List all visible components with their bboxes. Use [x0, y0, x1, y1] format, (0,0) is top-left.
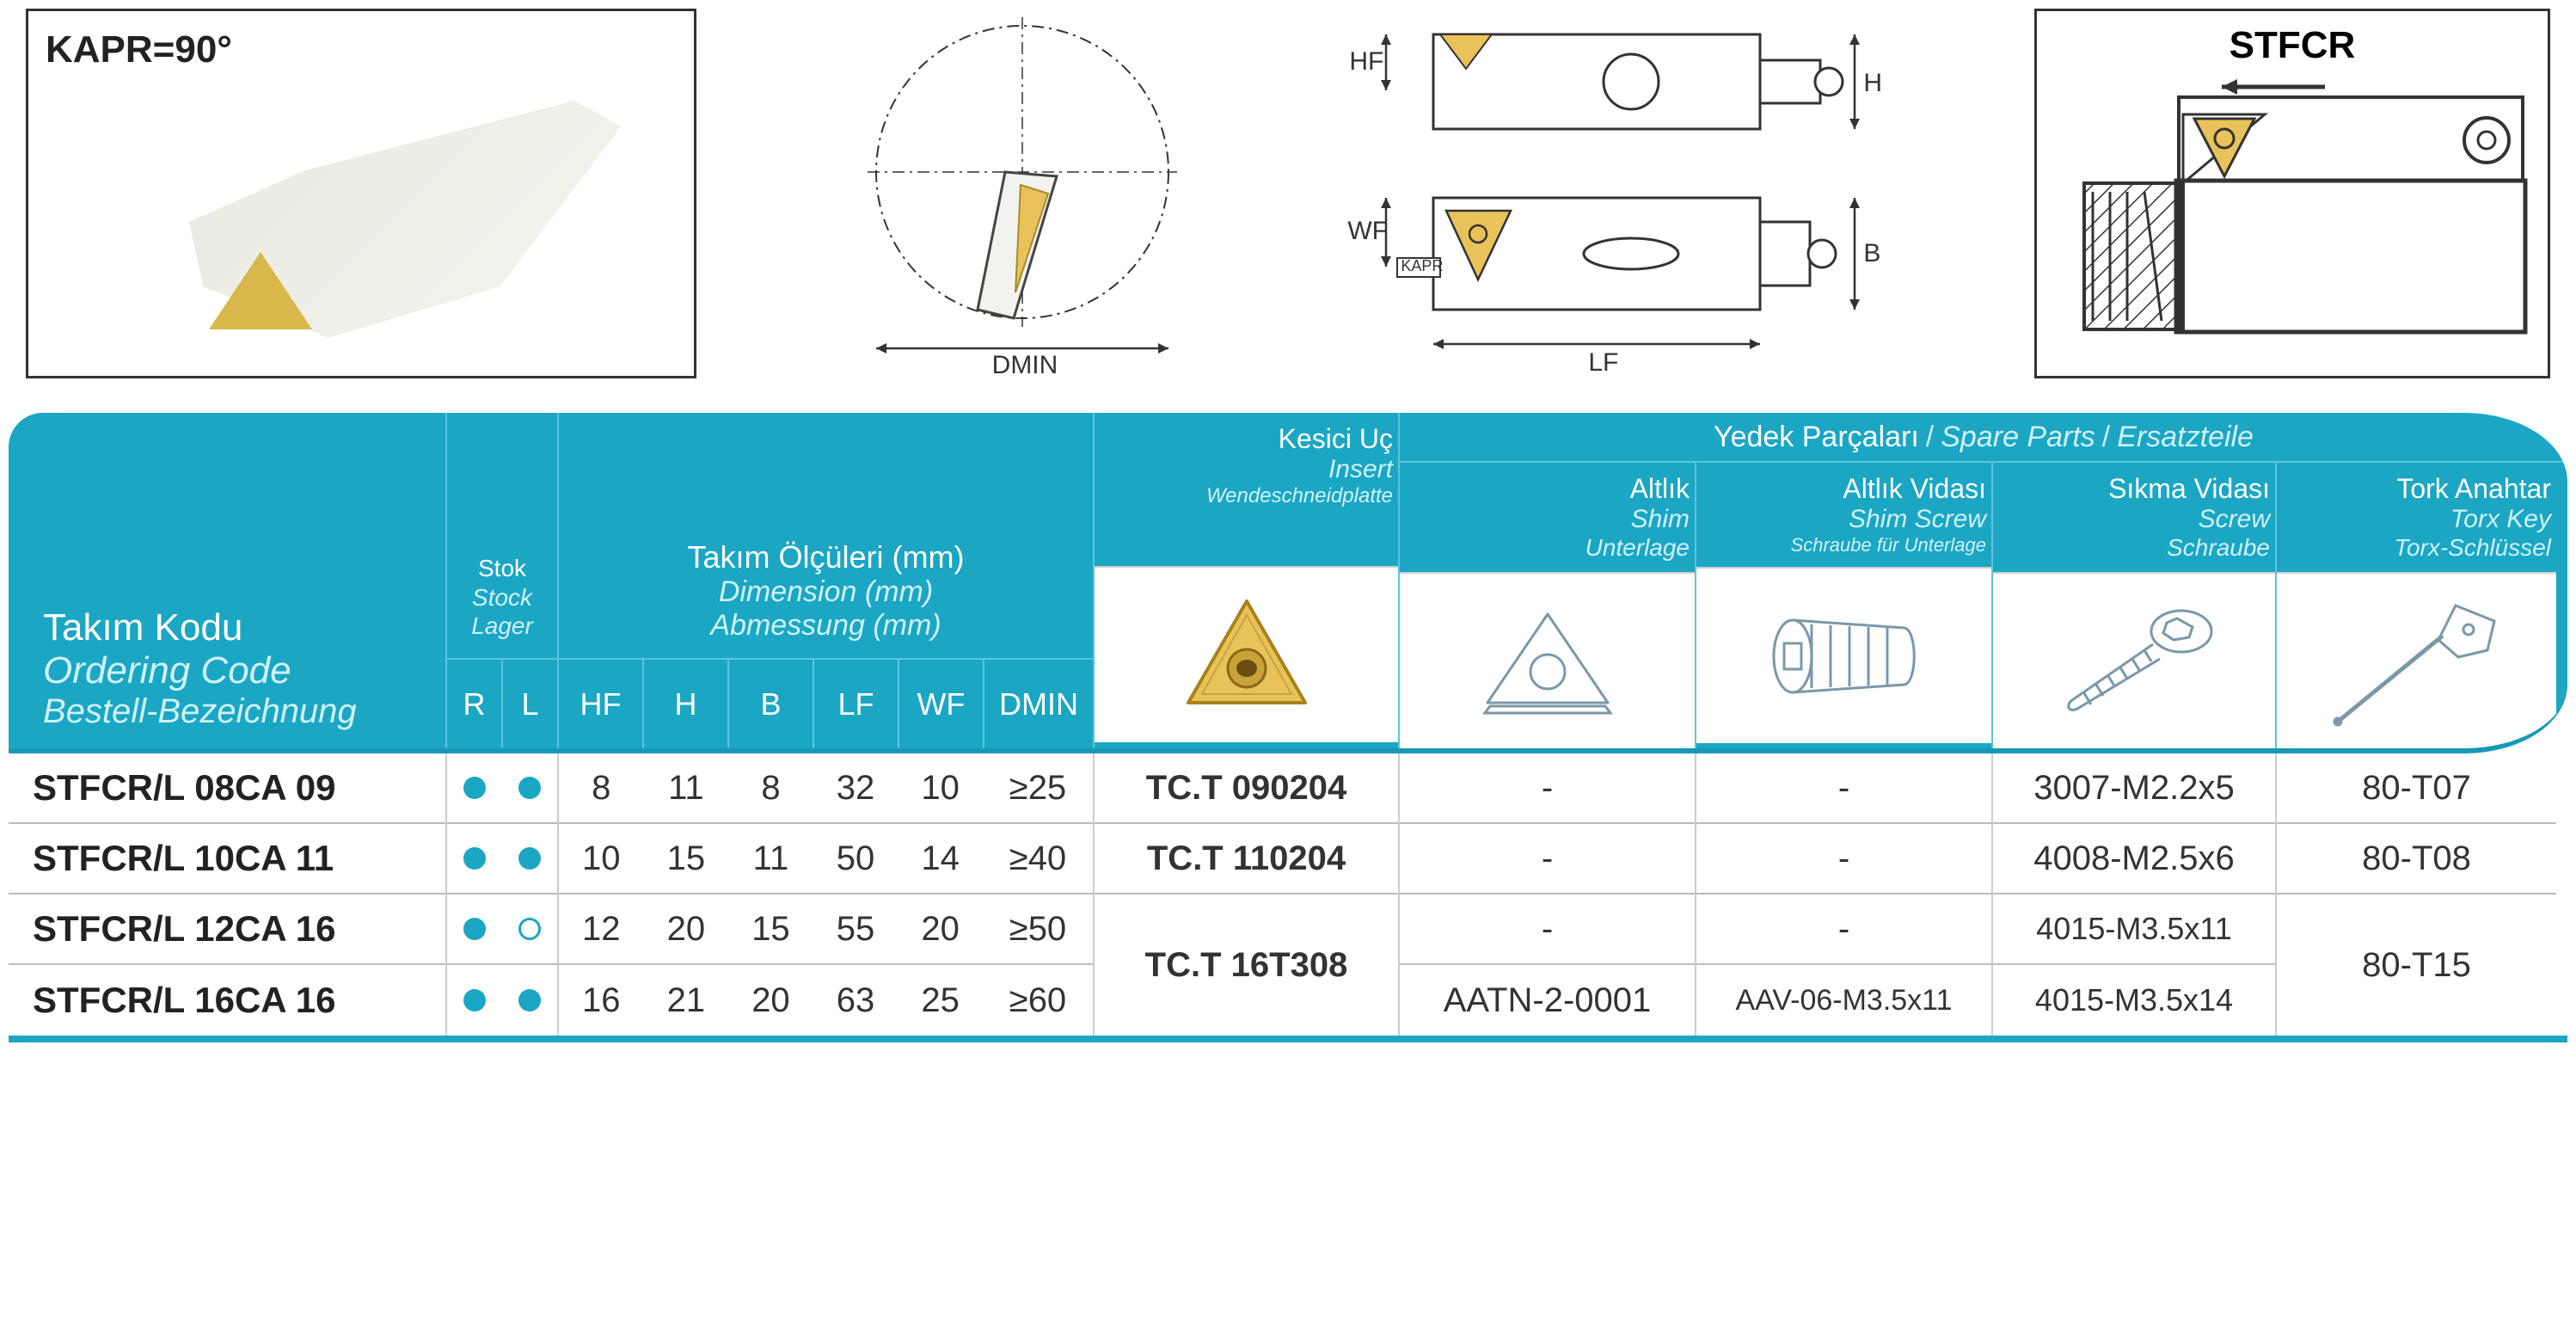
- screw-l3: Schraube: [1998, 534, 2270, 562]
- dims-header: Takım Ölçüleri (mm) Dimension (mm) Abmes…: [559, 413, 1095, 748]
- dim-b: B: [729, 660, 814, 748]
- dims-column: 81183210≥25 1015115014≥40 1220155520≥50 …: [559, 753, 1095, 1036]
- ordering-l3: Bestell-Bezeichnung: [43, 692, 420, 731]
- spare-header: Yedek Parçaları / Spare Parts / Ersatzte…: [1400, 413, 2567, 463]
- spare-l2: Spare Parts: [1941, 421, 2095, 454]
- screw-header: Sıkma Vidası Screw Schraube: [1993, 463, 2277, 748]
- table-row: STFCR/L 12CA 16: [9, 895, 445, 965]
- dims-l1: Takım Ölçüleri (mm): [567, 539, 1084, 575]
- product-photo-box: KAPR=90°: [26, 9, 696, 378]
- insert-l3: Wendeschneidplatte: [1100, 484, 1393, 508]
- insert-column: TC.T 090204 TC.T 110204 TC.T 16T308: [1095, 753, 1400, 1036]
- hf-label: HF: [1349, 47, 1383, 77]
- insert-l1: Kesici Uç: [1100, 423, 1393, 455]
- header-notch: [9, 413, 69, 447]
- dot-icon: [518, 847, 541, 870]
- dim-hf: HF: [559, 660, 644, 748]
- insert-l2: Insert: [1100, 455, 1393, 484]
- dim-lf: LF: [814, 660, 899, 748]
- dim-h: H: [644, 660, 729, 748]
- dot-icon: [463, 989, 486, 1011]
- dot-empty-icon: [518, 918, 541, 940]
- shim-l3: Unterlage: [1405, 534, 1690, 562]
- table-header: Takım Kodu Ordering Code Bestell-Bezeich…: [9, 413, 2567, 753]
- lf-label: LF: [1588, 348, 1618, 378]
- dim-dmin: DMIN: [984, 660, 1093, 748]
- dot-icon: [463, 918, 486, 940]
- stock-l: L: [503, 658, 557, 748]
- dot-icon: [463, 777, 486, 799]
- spare-parts-group: Yedek Parçaları / Spare Parts / Ersatzte…: [1400, 413, 2567, 748]
- ordering-l1: Takım Kodu: [43, 606, 420, 649]
- screw-l1: Sıkma Vidası: [1998, 473, 2270, 505]
- shim-l1: Altlık: [1405, 473, 1690, 505]
- shimscrew-l3: Schraube für Unterlage: [1702, 534, 1986, 556]
- ordering-code-header: Takım Kodu Ordering Code Bestell-Bezeich…: [9, 413, 447, 748]
- dmin-diagram: DMIN: [833, 9, 1211, 378]
- ordering-l2: Ordering Code: [43, 649, 420, 692]
- shimscrew-header: Altlık Vidası Shim Screw Schraube für Un…: [1696, 463, 1993, 748]
- h-label: H: [1863, 69, 1882, 98]
- top-diagrams: KAPR=90° DMIN: [9, 9, 2567, 404]
- dmin-label: DMIN: [992, 351, 1058, 380]
- screw-l2: Screw: [1998, 505, 2270, 534]
- stfcr-box: STFCR: [2034, 9, 2550, 378]
- torx-header: Tork Anahtar Torx Key Torx-Schlüssel: [2277, 463, 2556, 748]
- screw-icon: [1993, 572, 2275, 748]
- dot-icon: [518, 989, 541, 1011]
- insert-icon: [1095, 566, 1398, 742]
- table-row: STFCR/L 08CA 09: [9, 753, 445, 824]
- plan-diagram: H HF B WF LF KAPR: [1347, 9, 1898, 378]
- shim-column: - - - AATN-2-0001: [1400, 753, 1696, 1036]
- shimscrew-column: - - - AAV-06-M3.5x11: [1696, 753, 1993, 1036]
- shimscrew-l1: Altlık Vidası: [1702, 473, 1986, 505]
- stock-r: R: [447, 658, 503, 748]
- kapr-dim-label: KAPR: [1401, 257, 1443, 275]
- shim-header: Altlık Shim Unterlage: [1400, 463, 1696, 748]
- code-column: STFCR/L 08CA 09 STFCR/L 10CA 11 STFCR/L …: [9, 753, 447, 1036]
- insert-header: Kesici Uç Insert Wendeschneidplatte: [1095, 413, 1400, 748]
- shimscrew-l2: Shim Screw: [1702, 505, 1986, 534]
- table-body: STFCR/L 08CA 09 STFCR/L 10CA 11 STFCR/L …: [9, 753, 2567, 1042]
- torx-l1: Tork Anahtar: [2282, 473, 2551, 505]
- screw-column: 3007-M2.2x5 4008-M2.5x6 4015-M3.5x11 401…: [1993, 753, 2277, 1036]
- spare-l3: Ersatzteile: [2117, 421, 2254, 454]
- torx-l3: Torx-Schlüssel: [2282, 534, 2551, 562]
- dims-l3: Abmessung (mm): [567, 609, 1084, 642]
- stock-header: Stok Stock Lager R L: [447, 413, 559, 748]
- shim-icon: [1400, 572, 1695, 748]
- shimscrew-icon: [1696, 567, 1991, 743]
- shim-l2: Shim: [1405, 505, 1690, 534]
- stock-column: [447, 753, 559, 1036]
- table-row: STFCR/L 16CA 16: [9, 965, 445, 1036]
- stock-l2: Stock: [454, 583, 550, 612]
- spare-l1: Yedek Parçaları: [1714, 421, 1919, 454]
- dot-icon: [518, 777, 541, 799]
- spec-table: Takım Kodu Ordering Code Bestell-Bezeich…: [9, 413, 2567, 1042]
- torx-icon: [2277, 572, 2556, 748]
- dims-l2: Dimension (mm): [567, 575, 1084, 609]
- dot-icon: [463, 847, 486, 870]
- torx-l2: Torx Key: [2282, 505, 2551, 534]
- kapr-label: KAPR=90°: [46, 28, 677, 71]
- stock-l1: Stok: [478, 555, 526, 581]
- torx-column: 80-T07 80-T08 80-T15: [2277, 753, 2556, 1036]
- wf-label: WF: [1347, 217, 1388, 246]
- dim-wf: WF: [899, 660, 984, 748]
- stfcr-title: STFCR: [2050, 24, 2535, 67]
- b-label: B: [1863, 239, 1880, 268]
- stock-l3: Lager: [454, 612, 550, 641]
- table-row: STFCR/L 10CA 11: [9, 824, 445, 895]
